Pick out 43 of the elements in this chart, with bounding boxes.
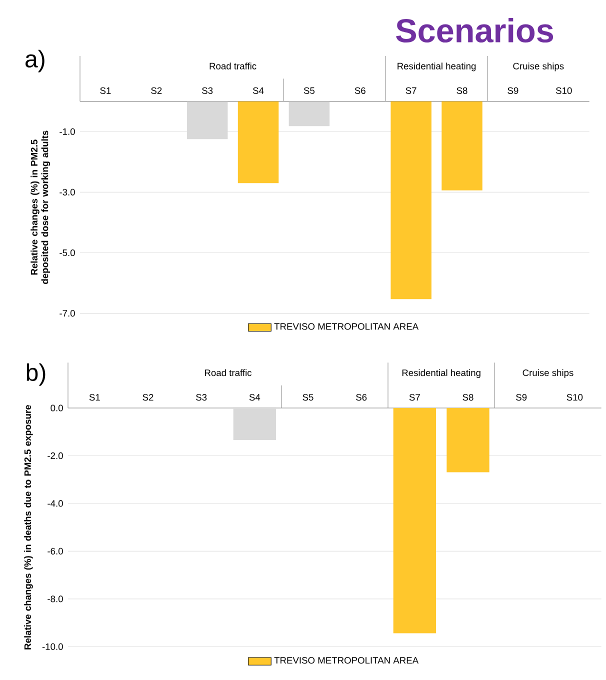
y-tick-label: -4.0 — [48, 500, 63, 507]
y-tick-label: -10.0 — [42, 643, 63, 650]
chart-subtitle: b) — [26, 363, 46, 386]
y-tick-label: -1.0 — [60, 128, 75, 135]
y-tick-label: -2.0 — [48, 452, 63, 460]
x-tick-label: S8 — [456, 87, 468, 94]
x-tick-label: S3 — [202, 87, 213, 94]
y-tick-label: -3.0 — [60, 188, 75, 196]
y-tick-label: -8.0 — [48, 596, 63, 602]
y-tick-label: -5.0 — [60, 249, 75, 256]
x-tick-label: S6 — [356, 394, 367, 401]
text: Road traffic — [204, 369, 252, 376]
y-tick-label: 0.0 — [50, 404, 63, 412]
x-tick-label: S6 — [354, 87, 366, 94]
y-tick-label: -7.0 — [60, 310, 75, 317]
text: Cruise ships — [513, 62, 564, 72]
x-tick-label: S5 — [302, 394, 314, 401]
text: Residential heating — [402, 369, 480, 378]
x-tick-label: S1 — [100, 87, 111, 94]
x-tick-label: S4 — [252, 87, 264, 94]
text: Road traffic — [210, 62, 256, 70]
legend-label: TREVISO METROPOLITAN AREA — [274, 323, 419, 330]
x-tick-label: S9 — [508, 87, 518, 94]
x-tick-label: S7 — [409, 394, 420, 401]
y-axis-title: Relative changes (%) in PM2.5 deposited dose for working adults — [30, 130, 50, 284]
x-tick-label: S3 — [196, 394, 207, 401]
legend-label: TREVISO METROPOLITAN AREA — [274, 657, 419, 664]
x-tick-label: S7 — [406, 87, 416, 94]
text: Cruise ships — [522, 369, 574, 378]
text: Residential heating — [398, 62, 476, 72]
x-tick-label: S8 — [462, 394, 474, 401]
x-tick-label: S10 — [556, 87, 572, 94]
chart-subtitle: a) — [26, 50, 44, 72]
x-tick-label: S1 — [89, 394, 100, 401]
y-axis-title: Relative changes (%) in deaths due to PM2.5 exposure — [24, 405, 33, 650]
x-tick-label: S9 — [516, 394, 527, 401]
chart-title: Scenarios — [396, 18, 554, 43]
x-tick-label: S5 — [304, 87, 315, 94]
x-tick-label: S10 — [566, 394, 583, 401]
x-tick-label: S2 — [142, 394, 154, 401]
x-tick-label: S4 — [249, 394, 260, 401]
x-tick-label: S2 — [151, 87, 162, 94]
y-tick-label: -6.0 — [48, 548, 63, 554]
